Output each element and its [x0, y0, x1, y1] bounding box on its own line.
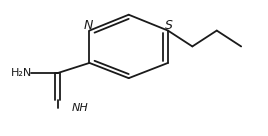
Text: N: N — [84, 19, 93, 32]
Text: NH: NH — [71, 103, 88, 113]
Text: S: S — [165, 19, 173, 32]
Text: H₂N: H₂N — [11, 68, 32, 78]
